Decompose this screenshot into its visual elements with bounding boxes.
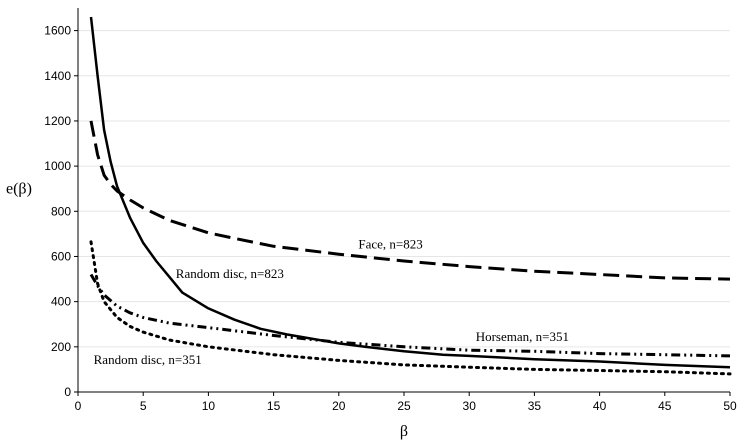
y-tick-labels: 0 200 400 600 800 1000 1200 1400 1600 [44,24,71,399]
series-line-random-disc-n-351 [89,240,732,376]
y-tick-label: 600 [51,249,71,263]
x-tick-labels: 0 5 10 15 20 25 30 35 40 45 50 [75,399,737,413]
x-tick-label: 0 [75,399,82,413]
x-axis-label: β [400,423,408,440]
y-tick-label: 1400 [44,69,71,83]
y-tick-label: 1200 [44,114,71,128]
y-tick-label: 200 [51,340,71,354]
x-tick-label: 45 [658,399,672,413]
x-tick-label: 10 [202,399,216,413]
series-line-random-disc-n-823 [89,16,731,369]
y-axis-label: e(β) [6,181,32,198]
x-tick-label: 15 [267,399,281,413]
annotations: Face, n=823 Random disc, n=823 Horseman, n… [94,237,569,367]
x-tick-label: 40 [593,399,607,413]
y-tick-label: 0 [64,385,71,399]
series-line-face-n-823 [89,120,731,281]
x-tick-label: 35 [528,399,542,413]
x-tick-label: 25 [397,399,411,413]
gridlines [78,30,730,348]
annotation-label: Horseman, n=351 [476,329,569,344]
annotation-label: Face, n=823 [358,237,422,252]
series-line-horseman-n-351 [89,273,731,358]
annotation-label: Random disc, n=351 [94,352,202,367]
series-lines [89,16,732,376]
x-tick-label: 30 [463,399,477,413]
axes [74,8,731,396]
y-tick-label: 1600 [44,24,71,38]
x-tick-label: 50 [723,399,737,413]
y-tick-label: 800 [51,204,71,218]
x-tick-label: 5 [140,399,147,413]
annotation-label: Random disc, n=823 [176,266,284,281]
x-tick-label: 20 [332,399,346,413]
y-tick-label: 1000 [44,159,71,173]
y-tick-label: 400 [51,295,71,309]
